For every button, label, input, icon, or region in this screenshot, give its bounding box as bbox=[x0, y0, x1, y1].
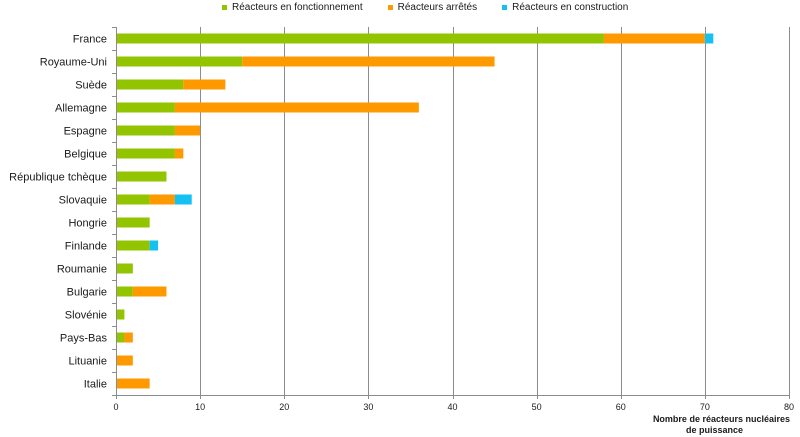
x-axis-title-line-1: Nombre de réacteurs nucléaires bbox=[652, 414, 790, 424]
bar-shutdown bbox=[242, 56, 495, 67]
legend-swatch-shutdown bbox=[387, 4, 393, 10]
bar-operating bbox=[116, 148, 175, 159]
legend-swatch-construction bbox=[502, 4, 508, 10]
bar-operating bbox=[116, 240, 150, 251]
category-label: Italie bbox=[84, 379, 107, 391]
category-label: Pays-Bas bbox=[60, 333, 108, 345]
bar-construction bbox=[174, 194, 192, 205]
x-tick-label-60: 60 bbox=[616, 402, 626, 412]
bar-operating bbox=[116, 263, 133, 274]
legend-item-construction: Réacteurs en construction bbox=[502, 2, 628, 13]
legend-item-operating: Réacteurs en fonctionnement bbox=[222, 2, 363, 13]
bar-operating bbox=[116, 33, 604, 44]
x-tick-label-30: 30 bbox=[363, 402, 373, 412]
legend-label-construction: Réacteurs en construction bbox=[512, 1, 629, 13]
x-tick-label-80: 80 bbox=[784, 402, 794, 412]
bar-construction bbox=[149, 240, 159, 251]
category-label: Allemagne bbox=[55, 103, 107, 115]
category-label: Belgique bbox=[64, 149, 107, 161]
bar-operating bbox=[116, 56, 243, 67]
bar-operating bbox=[116, 79, 184, 90]
bar-shutdown bbox=[149, 194, 175, 205]
bar-operating bbox=[116, 171, 167, 182]
bar-shutdown bbox=[132, 286, 167, 297]
bar-shutdown bbox=[174, 148, 184, 159]
bar-operating bbox=[116, 194, 150, 205]
legend-item-shutdown: Réacteurs arrêtés bbox=[387, 1, 478, 13]
bars bbox=[116, 33, 714, 389]
category-label: France bbox=[73, 34, 107, 46]
bar-operating bbox=[116, 217, 150, 228]
x-tick-label-40: 40 bbox=[447, 402, 457, 412]
bar-shutdown bbox=[183, 79, 226, 90]
bar-operating bbox=[116, 332, 125, 343]
x-axis-title: Nombre de réacteurs nucléaires de puissa… bbox=[620, 414, 790, 436]
category-label: Espagne bbox=[64, 126, 107, 138]
x-tick-label-20: 20 bbox=[279, 402, 289, 412]
category-label: Royaume-Uni bbox=[40, 57, 107, 69]
category-label: Bulgarie bbox=[67, 287, 107, 299]
category-label: Suède bbox=[75, 80, 107, 92]
x-tick-label-0: 0 bbox=[113, 402, 118, 412]
category-label: Lituanie bbox=[68, 356, 107, 368]
category-label: Slovénie bbox=[65, 310, 107, 322]
bar-shutdown bbox=[116, 378, 150, 389]
x-tick-labels: 0 10 20 30 40 50 60 70 80 bbox=[113, 402, 794, 412]
bar-operating bbox=[116, 102, 175, 113]
bar-shutdown bbox=[116, 355, 133, 366]
category-label: République tchèque bbox=[9, 172, 107, 184]
category-label: Slovaquie bbox=[59, 195, 107, 207]
axes bbox=[112, 27, 790, 399]
chart-legend: Réacteurs en fonctionnement Réacteurs ar… bbox=[222, 0, 653, 14]
bar-shutdown bbox=[174, 125, 201, 136]
category-label: Roumanie bbox=[57, 264, 107, 276]
bar-shutdown bbox=[124, 332, 133, 343]
bar-operating bbox=[116, 286, 133, 297]
x-tick-label-70: 70 bbox=[700, 402, 710, 412]
bar-construction bbox=[704, 33, 714, 44]
category-label: Finlande bbox=[65, 241, 107, 253]
gridlines bbox=[200, 27, 790, 395]
x-axis-title-line-2: de puissance bbox=[685, 425, 743, 435]
legend-swatch-operating bbox=[222, 4, 227, 10]
x-tick-label-50: 50 bbox=[532, 402, 542, 412]
category-labels: France Royaume-Uni Suède Allemagne Espagne Be… bbox=[9, 34, 107, 391]
bar-shutdown bbox=[603, 33, 705, 44]
bar-operating bbox=[116, 309, 125, 320]
bar-operating bbox=[116, 125, 175, 136]
bar-shutdown bbox=[174, 102, 419, 113]
legend-label-operating: Réacteurs en fonctionnement bbox=[232, 1, 363, 13]
category-label: Hongrie bbox=[68, 218, 107, 230]
legend-label-shutdown: Réacteurs arrêtés bbox=[397, 1, 478, 13]
x-tick-label-10: 10 bbox=[195, 402, 205, 412]
